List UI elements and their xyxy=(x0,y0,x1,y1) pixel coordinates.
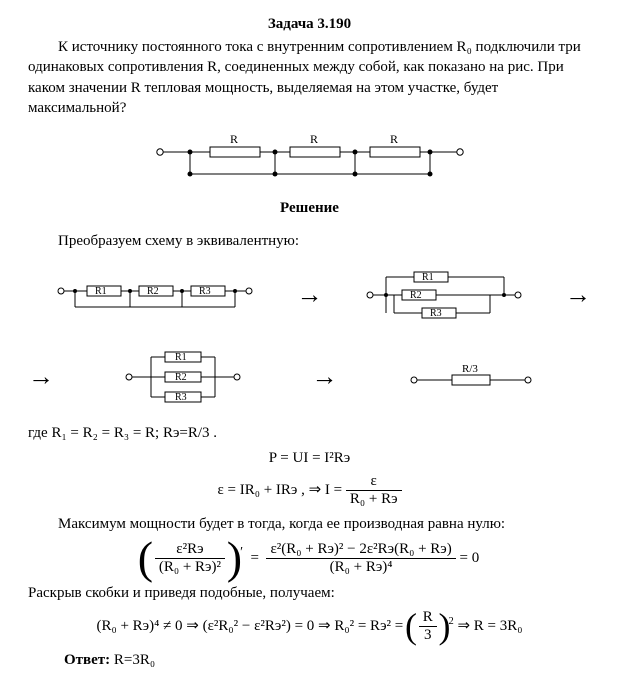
arrow-icon: → xyxy=(297,280,323,310)
answer-line: Ответ: R=3R₀ xyxy=(64,652,591,669)
eq-emf: ε = IR₀ + IRэ , ⇒ I = ε R₀ + Rэ xyxy=(28,473,591,508)
diagram-stage3: R1 R2 R3 xyxy=(123,345,243,409)
transform-row-2: → R1 R2 R3 → xyxy=(28,337,591,417)
diagram-stage2: R1R2 R3 xyxy=(364,265,524,325)
circuit-original: R R R xyxy=(130,126,490,192)
arrow-icon: → xyxy=(28,362,54,392)
problem-statement: К источнику постоянного тока с внутренни… xyxy=(28,37,591,118)
arrow-icon: → xyxy=(312,362,338,392)
eq-derivative: ( ε²Rэ (R₀ + Rэ)² )′ = ε²(R₀ + Rэ)² − 2ε… xyxy=(28,540,591,577)
svg-text:R2: R2 xyxy=(175,372,187,383)
diagram-stage4: R/3 xyxy=(406,362,536,392)
svg-text:R: R xyxy=(310,132,318,146)
diagram-stage1: R1 R2 R3 xyxy=(55,271,255,319)
svg-text:R2: R2 xyxy=(410,290,422,301)
svg-text:R1: R1 xyxy=(422,272,434,283)
solution-label: Решение xyxy=(28,200,591,217)
svg-text:R2: R2 xyxy=(147,286,159,297)
eq-final: (R₀ + Rэ)⁴ ≠ 0 ⇒ (ε²R₀² − ε²Rэ²) = 0 ⇒ R… xyxy=(28,609,591,644)
svg-text:R3: R3 xyxy=(199,286,211,297)
svg-text:R: R xyxy=(230,132,238,146)
problem-title: Задача 3.190 xyxy=(28,16,591,33)
max-text: Максимум мощности будет в тогда, когда е… xyxy=(28,514,591,534)
svg-text:R3: R3 xyxy=(175,392,187,403)
transform-row-1: R1R2R3 → xyxy=(28,257,591,333)
svg-text:R: R xyxy=(390,132,398,146)
svg-text:R1: R1 xyxy=(175,352,187,363)
where-text: где R₁ = R₂ = R₃ = R; Rэ=R/3 . xyxy=(28,423,591,443)
transform-text: Преобразуем схему в эквивалентную: xyxy=(28,231,591,251)
expand-text: Раскрыв скобки и приведя подобные, получ… xyxy=(28,583,591,603)
svg-text:R1: R1 xyxy=(95,286,107,297)
svg-text:R/3: R/3 xyxy=(462,363,478,375)
eq-power: P = UI = I²Rэ xyxy=(28,450,591,467)
svg-text:R3: R3 xyxy=(430,308,442,319)
arrow-icon: → xyxy=(565,280,591,310)
